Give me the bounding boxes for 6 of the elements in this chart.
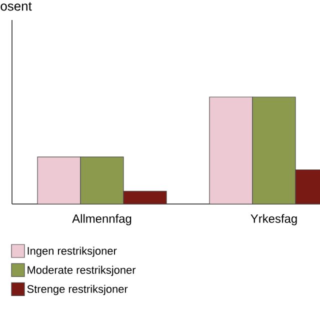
legend-label: Strenge restriksjoner (27, 284, 128, 296)
text: osent (0, 2, 32, 11)
legend-label: Moderate restriksjoner (28, 266, 136, 276)
x-tick-label: Allmennfag (72, 214, 132, 226)
legend-label: Ingen restriksjoner (28, 246, 117, 257)
x-tick-label: Yrkesfag (250, 214, 297, 226)
